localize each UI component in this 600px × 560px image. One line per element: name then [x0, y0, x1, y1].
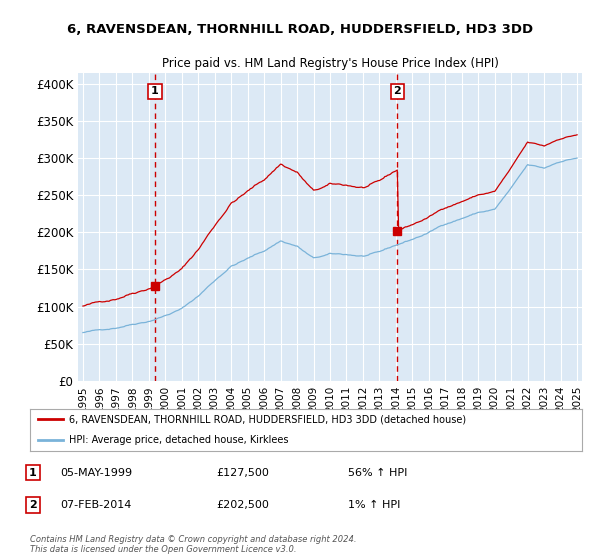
Text: 1% ↑ HPI: 1% ↑ HPI — [348, 500, 400, 510]
Text: 07-FEB-2014: 07-FEB-2014 — [60, 500, 131, 510]
Text: 6, RAVENSDEAN, THORNHILL ROAD, HUDDERSFIELD, HD3 3DD: 6, RAVENSDEAN, THORNHILL ROAD, HUDDERSFI… — [67, 24, 533, 36]
Text: 2: 2 — [29, 500, 37, 510]
Text: 6, RAVENSDEAN, THORNHILL ROAD, HUDDERSFIELD, HD3 3DD (detached house): 6, RAVENSDEAN, THORNHILL ROAD, HUDDERSFI… — [68, 414, 466, 424]
Text: 2: 2 — [394, 86, 401, 96]
Text: 05-MAY-1999: 05-MAY-1999 — [60, 468, 132, 478]
Text: 1: 1 — [151, 86, 159, 96]
Text: £202,500: £202,500 — [216, 500, 269, 510]
Title: Price paid vs. HM Land Registry's House Price Index (HPI): Price paid vs. HM Land Registry's House … — [161, 57, 499, 70]
Text: Contains HM Land Registry data © Crown copyright and database right 2024.
This d: Contains HM Land Registry data © Crown c… — [30, 535, 356, 554]
Text: 56% ↑ HPI: 56% ↑ HPI — [348, 468, 407, 478]
Text: 1: 1 — [29, 468, 37, 478]
Text: £127,500: £127,500 — [216, 468, 269, 478]
Text: HPI: Average price, detached house, Kirklees: HPI: Average price, detached house, Kirk… — [68, 435, 288, 445]
